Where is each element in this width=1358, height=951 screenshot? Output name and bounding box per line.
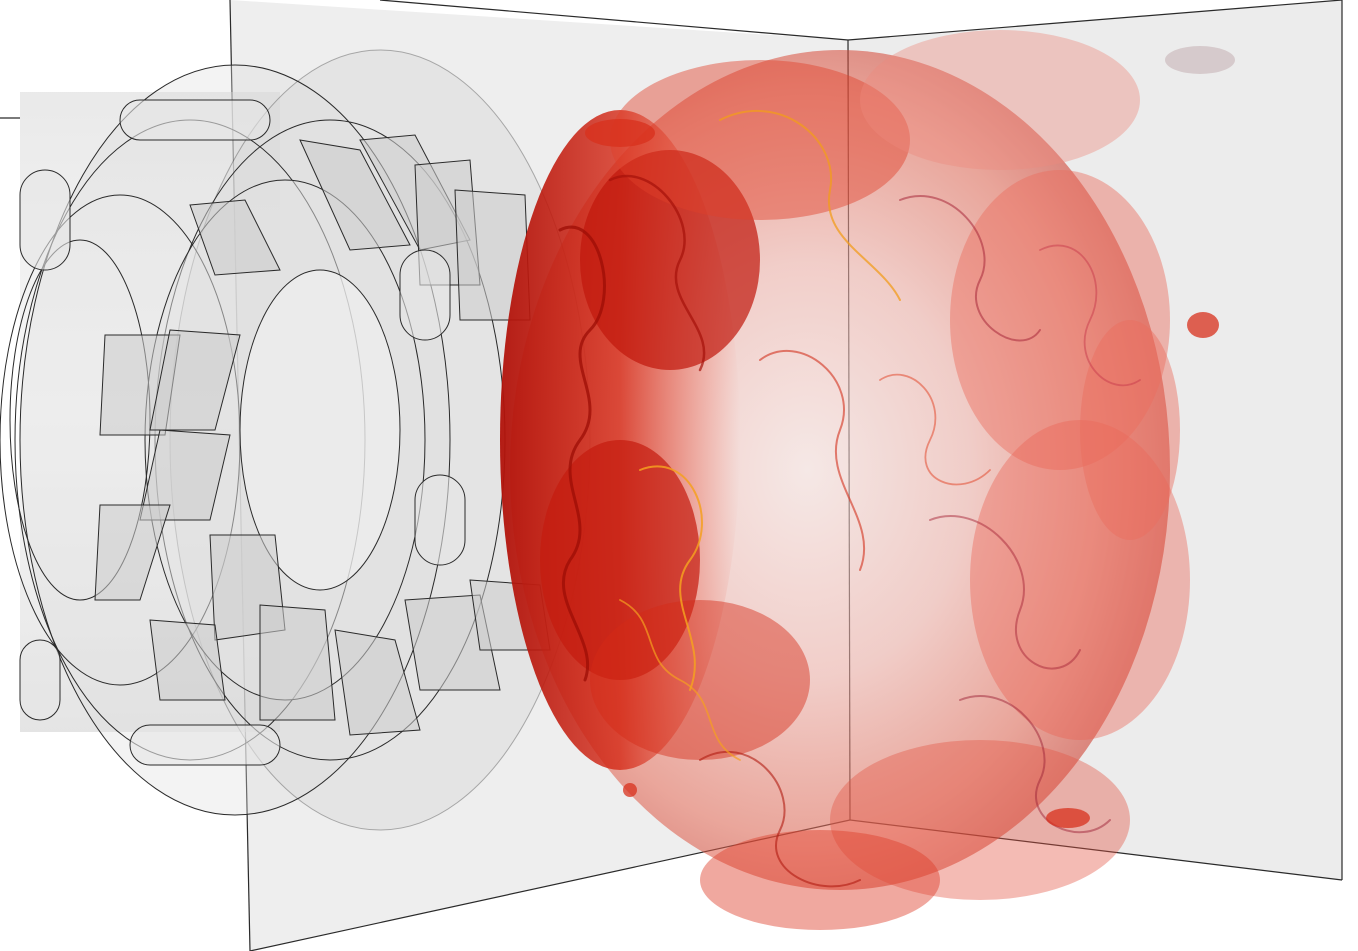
cooling-slots <box>19 99 466 766</box>
flame-surface <box>500 30 1235 930</box>
swirler-vanes <box>94 134 551 736</box>
burner-swirler <box>0 49 591 831</box>
flame-fragments <box>585 46 1235 828</box>
